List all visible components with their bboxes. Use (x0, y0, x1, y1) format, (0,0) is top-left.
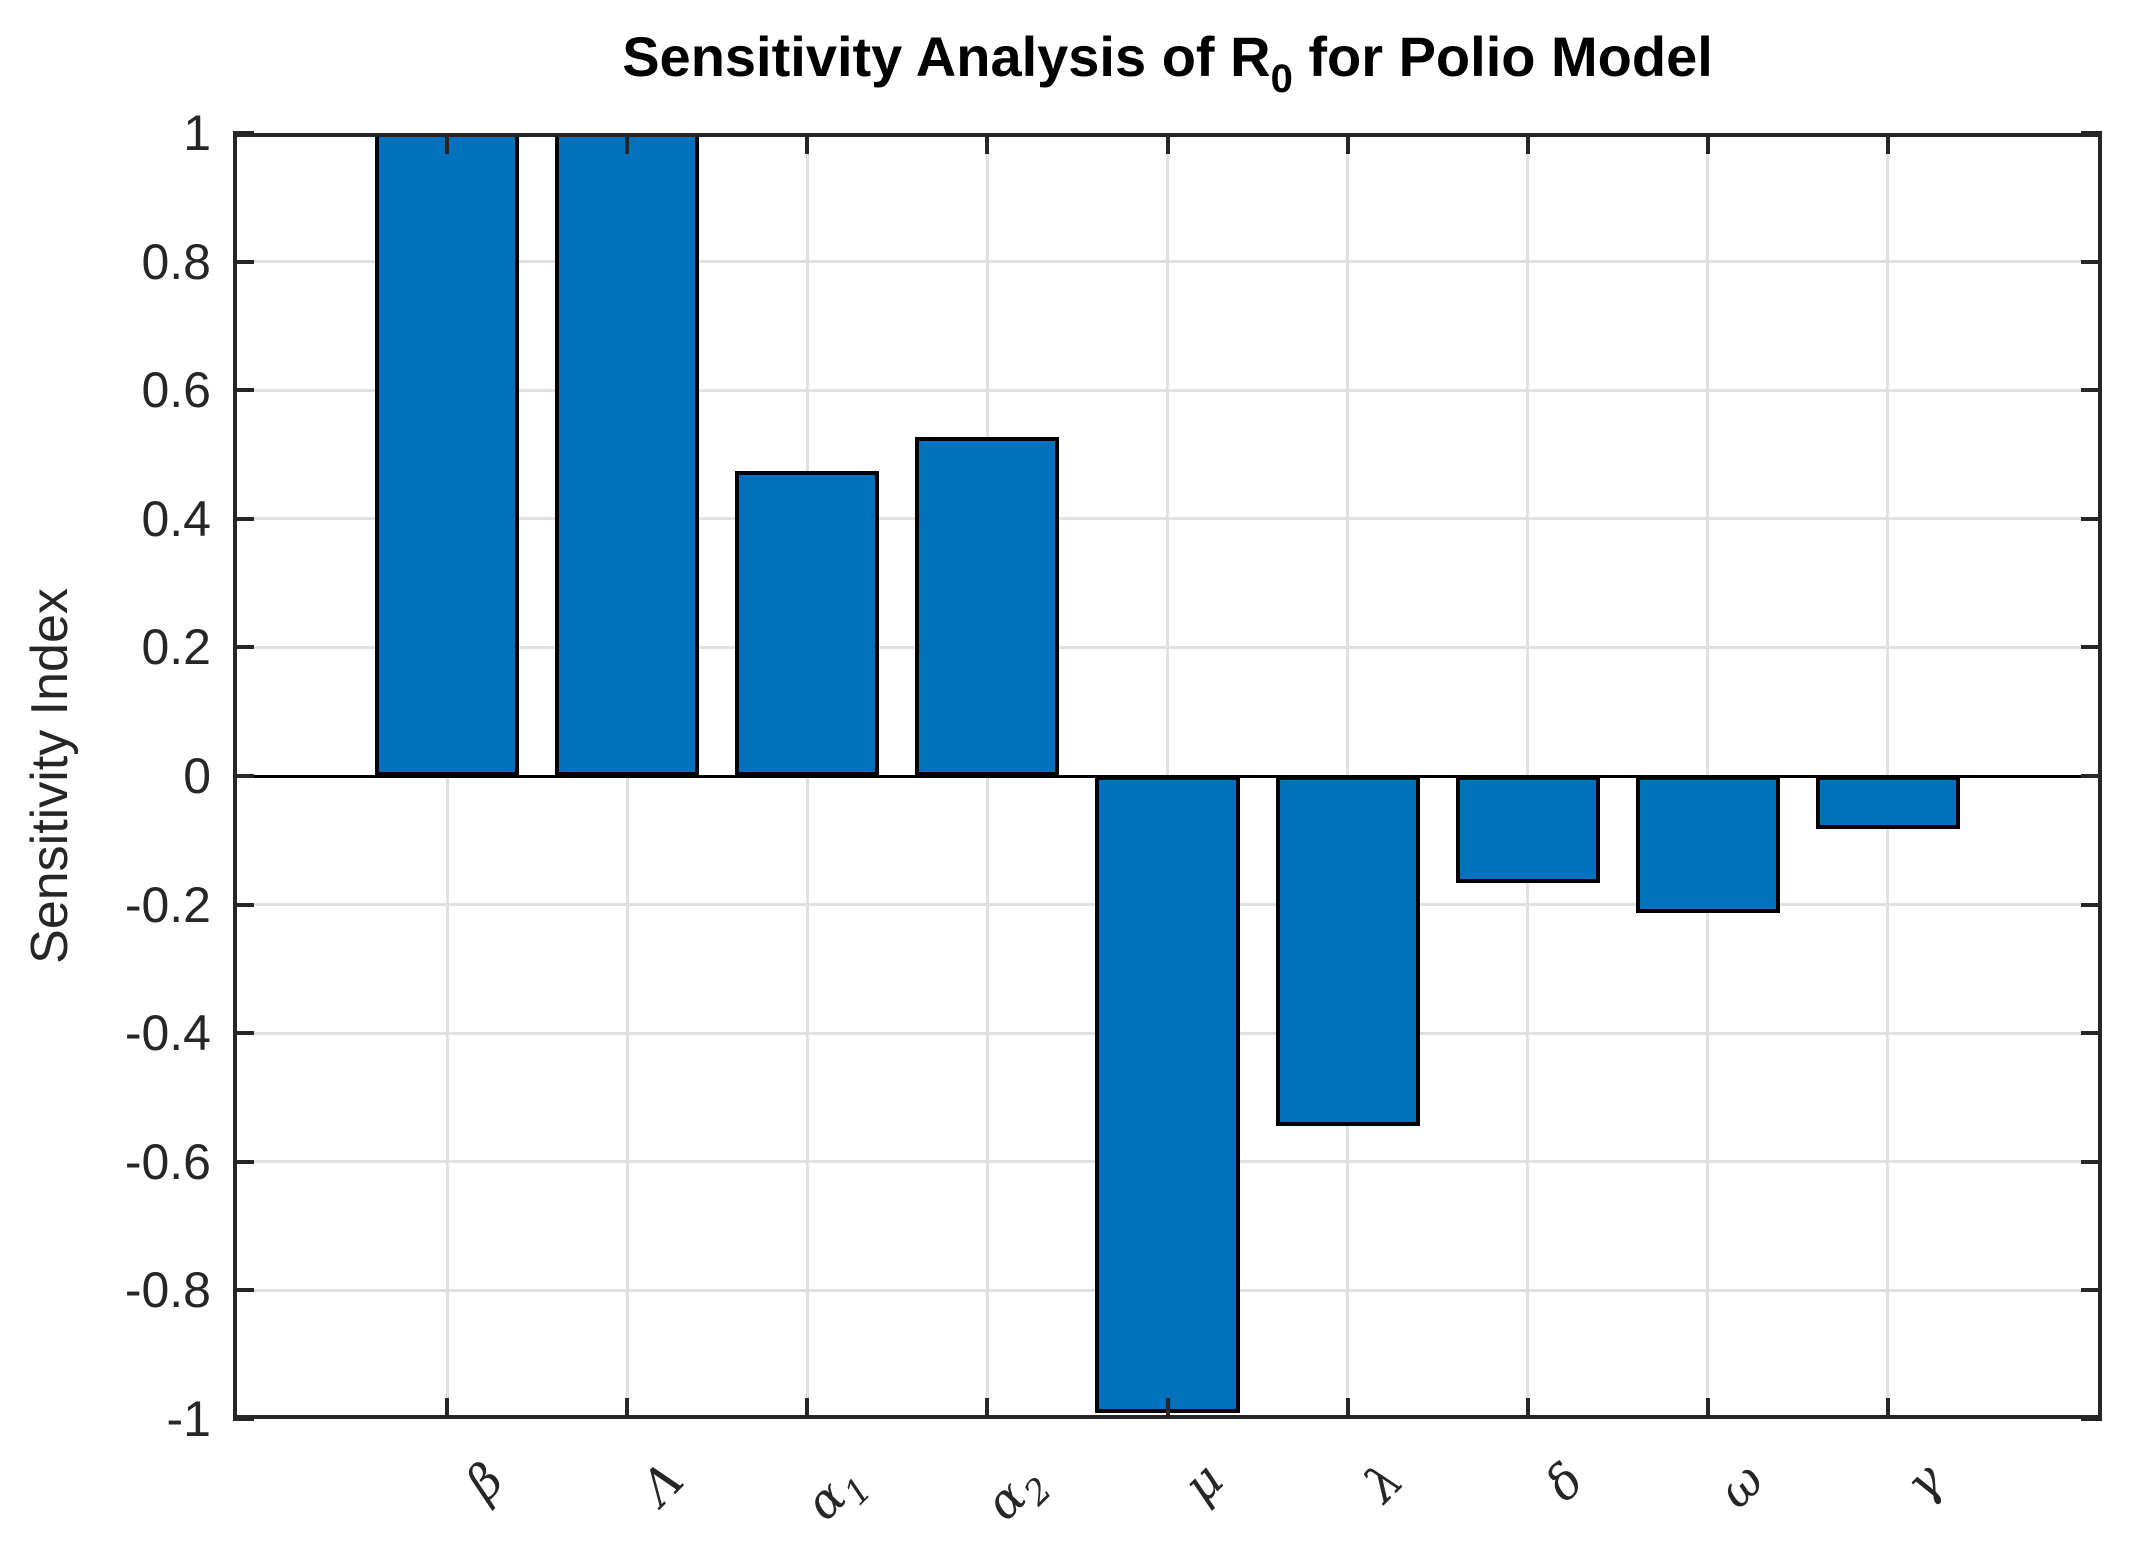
y-tick-label: -0.8 (124, 1262, 211, 1319)
y-tick-label: 0.2 (141, 619, 211, 676)
y-tick-label: -0.4 (124, 1005, 211, 1062)
y-tick-left (233, 1288, 254, 1293)
x-tick-top (1345, 133, 1350, 154)
bar (375, 133, 520, 776)
bar (735, 471, 880, 776)
y-tick-label: 0.6 (141, 362, 211, 419)
x-tick-label-base: γ (1894, 1452, 1955, 1513)
y-tick-label: 0 (183, 748, 211, 804)
x-tick-bottom (985, 1398, 990, 1419)
x-tick-label: ω (1707, 1452, 1775, 1520)
x-tick-label: λ (1353, 1452, 1415, 1514)
x-tick-bottom (1705, 1398, 1710, 1419)
y-tick-right (2081, 259, 2102, 264)
y-tick-right (2081, 1031, 2102, 1036)
chart-title: Sensitivity Analysis of R0 for Polio Mod… (233, 25, 2102, 101)
y-tick-label: -1 (166, 1391, 211, 1447)
bar (1275, 776, 1420, 1127)
chart-title-part2: for Polio Model (1292, 25, 1713, 88)
x-tick-top (1525, 133, 1530, 154)
y-tick-left (233, 645, 254, 650)
y-tick-label: -0.2 (124, 876, 211, 933)
x-tick-bottom (445, 1398, 450, 1419)
x-tick-label-base: μ (1172, 1452, 1235, 1514)
plot-area (233, 131, 2102, 1421)
x-tick-label: γ (1895, 1452, 1955, 1512)
x-tick-label: β (454, 1452, 515, 1512)
y-tick-label: -0.6 (124, 1133, 211, 1190)
y-tick-left (233, 388, 254, 393)
x-tick-label-base: Λ (629, 1452, 695, 1517)
y-tick-right (2081, 388, 2102, 393)
x-tick-label: α2 (975, 1455, 1061, 1532)
bar (555, 133, 700, 776)
x-tick-bottom (1525, 1398, 1530, 1419)
x-tick-top (625, 133, 630, 154)
x-tick-label: Λ (629, 1452, 695, 1517)
bar (915, 437, 1060, 776)
y-tick-right (2081, 774, 2102, 778)
bar (1095, 776, 1240, 1413)
y-tick-left (233, 902, 254, 907)
x-tick-label: δ (1534, 1452, 1595, 1513)
y-tick-right (2081, 516, 2102, 521)
x-tick-bottom (1885, 1398, 1890, 1419)
x-tick-bottom (625, 1398, 630, 1419)
chart-title-part1: Sensitivity Analysis of R (622, 25, 1271, 88)
y-tick-left (233, 1031, 254, 1036)
x-tick-label: μ (1173, 1452, 1235, 1514)
x-tick-bottom (1165, 1398, 1170, 1419)
x-tick-label-base: β (454, 1452, 515, 1512)
x-tick-label: α1 (795, 1455, 881, 1532)
y-tick-left (233, 1417, 254, 1421)
bar (1635, 776, 1780, 913)
y-tick-left (233, 516, 254, 521)
bar (1455, 776, 1600, 883)
y-tick-right (2081, 131, 2102, 135)
y-tick-label: 0.8 (141, 233, 211, 290)
y-tick-left (233, 259, 254, 264)
y-tick-left (233, 774, 254, 778)
x-tick-top (805, 133, 810, 154)
y-tick-label: 0.4 (141, 490, 211, 547)
x-tick-top (985, 133, 990, 154)
y-tick-right (2081, 1417, 2102, 1421)
y-tick-label: 1 (183, 105, 211, 161)
y-tick-right (2081, 1288, 2102, 1293)
bar (1815, 776, 1960, 829)
x-tick-top (1885, 133, 1890, 154)
y-tick-right (2081, 902, 2102, 907)
y-tick-right (2081, 645, 2102, 650)
x-tick-bottom (805, 1398, 810, 1419)
x-tick-top (1165, 133, 1170, 154)
x-tick-label-base: ω (1707, 1452, 1775, 1520)
x-tick-top (1705, 133, 1710, 154)
chart-title-subscript: 0 (1270, 57, 1293, 101)
y-tick-left (233, 1159, 254, 1164)
y-tick-right (2081, 1159, 2102, 1164)
x-tick-label-base: λ (1353, 1452, 1415, 1514)
x-tick-bottom (1345, 1398, 1350, 1419)
x-tick-top (445, 133, 450, 154)
x-tick-label-base: δ (1534, 1452, 1595, 1513)
y-tick-left (233, 131, 254, 135)
